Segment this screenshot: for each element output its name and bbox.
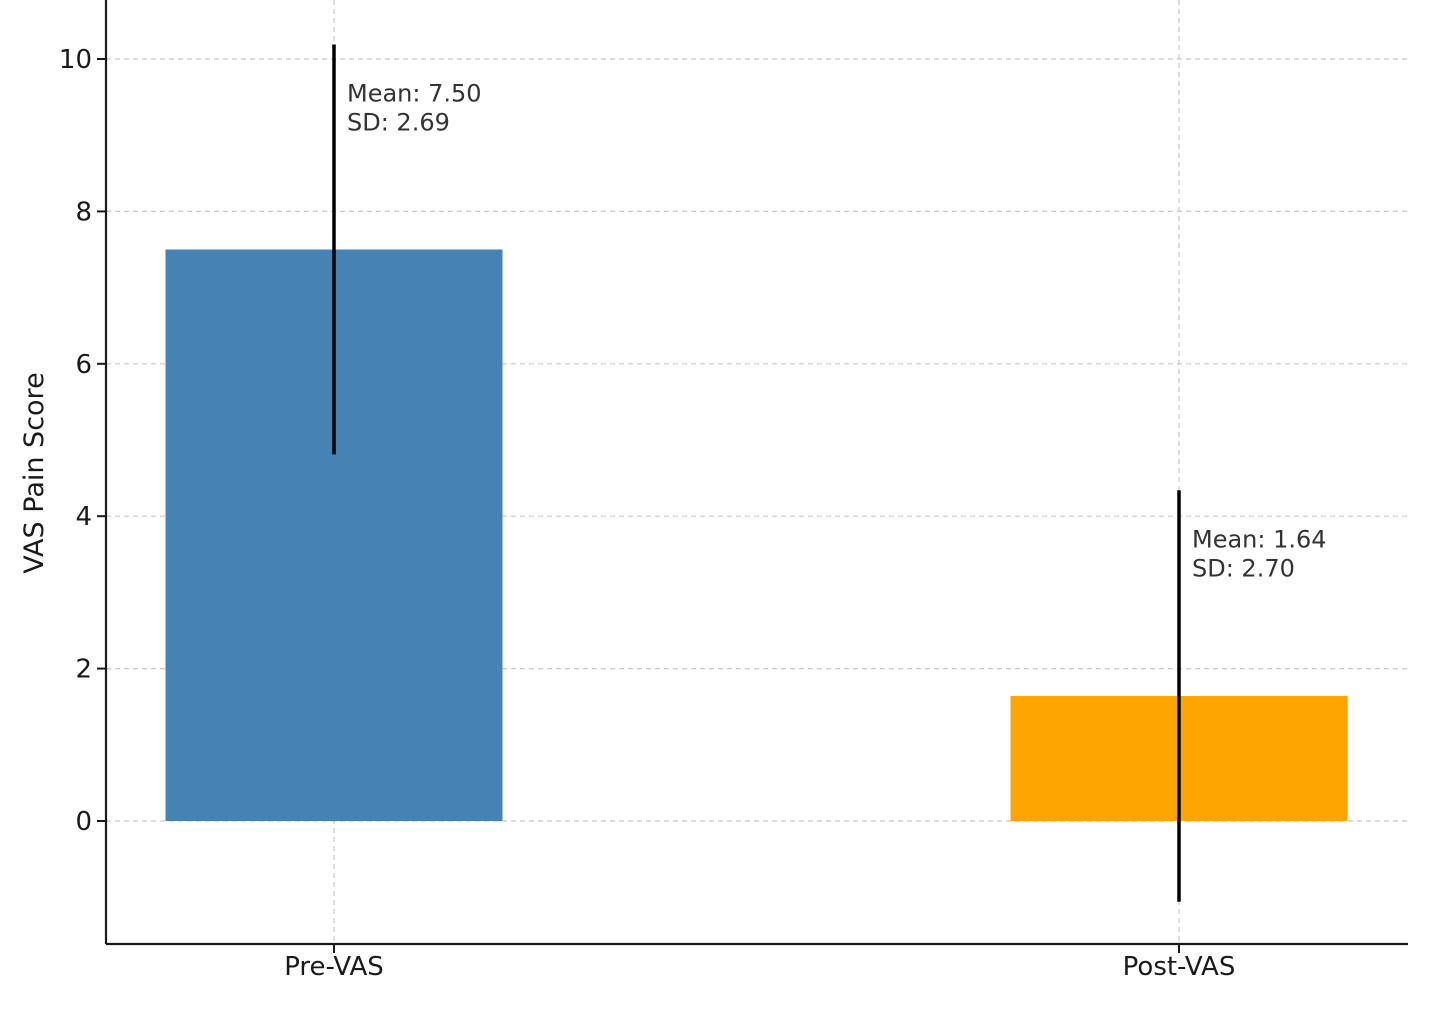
y-axis-label: VAS Pain Score bbox=[19, 372, 50, 573]
bar-layer bbox=[165, 249, 1348, 821]
y-tick-label-4: 4 bbox=[75, 502, 92, 532]
error-bar-layer bbox=[332, 44, 1181, 902]
x-tick-label-post-vas: Post-VAS bbox=[1123, 952, 1236, 982]
axis-layer bbox=[97, 0, 1408, 953]
annotation-pre-vas-mean: Mean: 7.50 bbox=[347, 80, 482, 108]
x-tick-label-pre-vas: Pre-VAS bbox=[284, 952, 384, 982]
y-tick-label-0: 0 bbox=[75, 807, 92, 837]
annotation-post-vas-sd: SD: 2.70 bbox=[1192, 554, 1295, 582]
y-tick-label-2: 2 bbox=[75, 655, 92, 685]
y-tick-label-10: 10 bbox=[59, 45, 92, 75]
annotation-post-vas-mean: Mean: 1.64 bbox=[1192, 525, 1327, 553]
y-tick-label-8: 8 bbox=[75, 197, 92, 227]
annotation-pre-vas-sd: SD: 2.69 bbox=[347, 109, 450, 137]
y-tick-label-6: 6 bbox=[75, 350, 92, 380]
